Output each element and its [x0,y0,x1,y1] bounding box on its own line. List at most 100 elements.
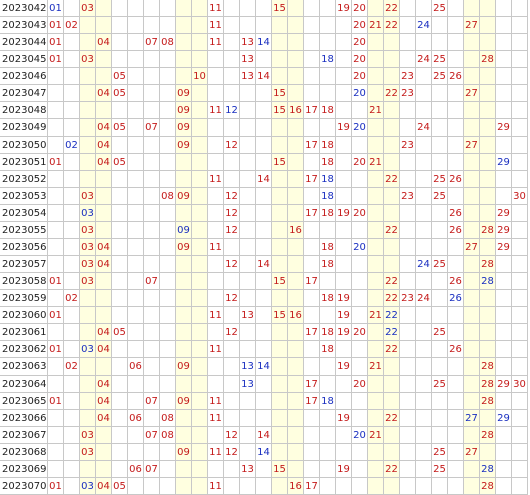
grid-cell [432,17,448,34]
grid-cell [112,341,128,358]
number-cell: 16 [289,481,302,492]
number-cell: 15 [273,157,286,168]
grid-cell [112,239,128,256]
number-cell: 18 [321,344,334,355]
grid-cell [160,376,176,393]
number-cell: 14 [257,71,270,82]
grid-cell [352,51,368,68]
grid-cell [224,444,240,461]
grid-cell [48,119,64,137]
number-cell: 25 [433,447,446,458]
number-cell: 07 [145,430,158,441]
grid-cell [96,85,112,102]
number-cell: 17 [305,208,318,219]
grid-cell [144,290,160,307]
number-cell: 18 [321,396,334,407]
grid-cell [208,410,224,427]
grid-cell [208,205,224,222]
grid-cell [224,51,240,68]
grid-cell [336,410,352,427]
grid-cell [64,341,80,358]
grid-cell [384,358,400,376]
number-cell: 05 [113,481,126,492]
grid-cell [416,205,432,222]
grid-cell [224,307,240,324]
number-cell: 18 [321,191,334,202]
grid-cell [512,256,528,273]
grid-cell [320,307,336,324]
grid-cell [416,478,432,495]
period-cell: 2023064 [0,376,48,393]
grid-cell [256,256,272,273]
grid-cell [160,256,176,273]
grid-cell [384,119,400,137]
grid-cell [208,307,224,324]
grid-cell [480,376,496,393]
grid-cell [352,444,368,461]
number-cell: 06 [129,413,142,424]
grid-cell [224,427,240,444]
grid-cell [224,410,240,427]
number-cell: 27 [465,88,478,99]
grid-cell [224,393,240,410]
grid-cell [208,239,224,256]
grid-cell [336,341,352,358]
grid-cell [208,171,224,188]
number-cell: 11 [209,20,222,31]
grid-cell [464,34,480,51]
grid-cell [240,341,256,358]
grid-cell [336,154,352,171]
grid-cell [64,102,80,119]
number-cell: 12 [225,259,238,270]
grid-cell [288,222,304,239]
grid-cell [368,17,384,34]
number-cell: 27 [465,140,478,151]
grid-cell [480,410,496,427]
grid-cell [320,410,336,427]
grid-cell [64,119,80,137]
grid-cell [448,137,464,154]
grid-cell [144,154,160,171]
grid-cell [240,0,256,17]
grid-cell [256,444,272,461]
number-cell: 21 [369,430,382,441]
grid-cell [416,239,432,256]
grid-cell [336,239,352,256]
number-cell: 11 [209,37,222,48]
grid-cell [352,358,368,376]
grid-cell [96,188,112,205]
number-cell: 20 [353,208,366,219]
grid-cell [48,222,64,239]
grid-cell [464,239,480,256]
grid-cell [208,154,224,171]
grid-cell [96,51,112,68]
grid-cell [288,34,304,51]
grid-cell [464,427,480,444]
number-cell: 09 [177,242,190,253]
grid-cell [192,341,208,358]
grid-cell [128,188,144,205]
grid-cell [240,410,256,427]
period-cell: 2023067 [0,427,48,444]
grid-cell [224,478,240,495]
grid-cell [368,102,384,119]
grid-cell [336,34,352,51]
grid-cell [192,85,208,102]
grid-cell [208,119,224,137]
grid-cell [240,478,256,495]
grid-cell [432,444,448,461]
number-cell: 03 [81,259,94,270]
grid-cell [384,393,400,410]
grid-cell [64,461,80,478]
grid-cell [224,256,240,273]
grid-cell [272,17,288,34]
number-cell: 19 [337,327,350,338]
grid-cell [416,376,432,393]
grid-cell [480,239,496,256]
grid-cell [64,188,80,205]
grid-cell [256,51,272,68]
grid-cell [512,34,528,51]
number-cell: 25 [433,259,446,270]
grid-cell [464,205,480,222]
period-cell: 2023056 [0,239,48,256]
